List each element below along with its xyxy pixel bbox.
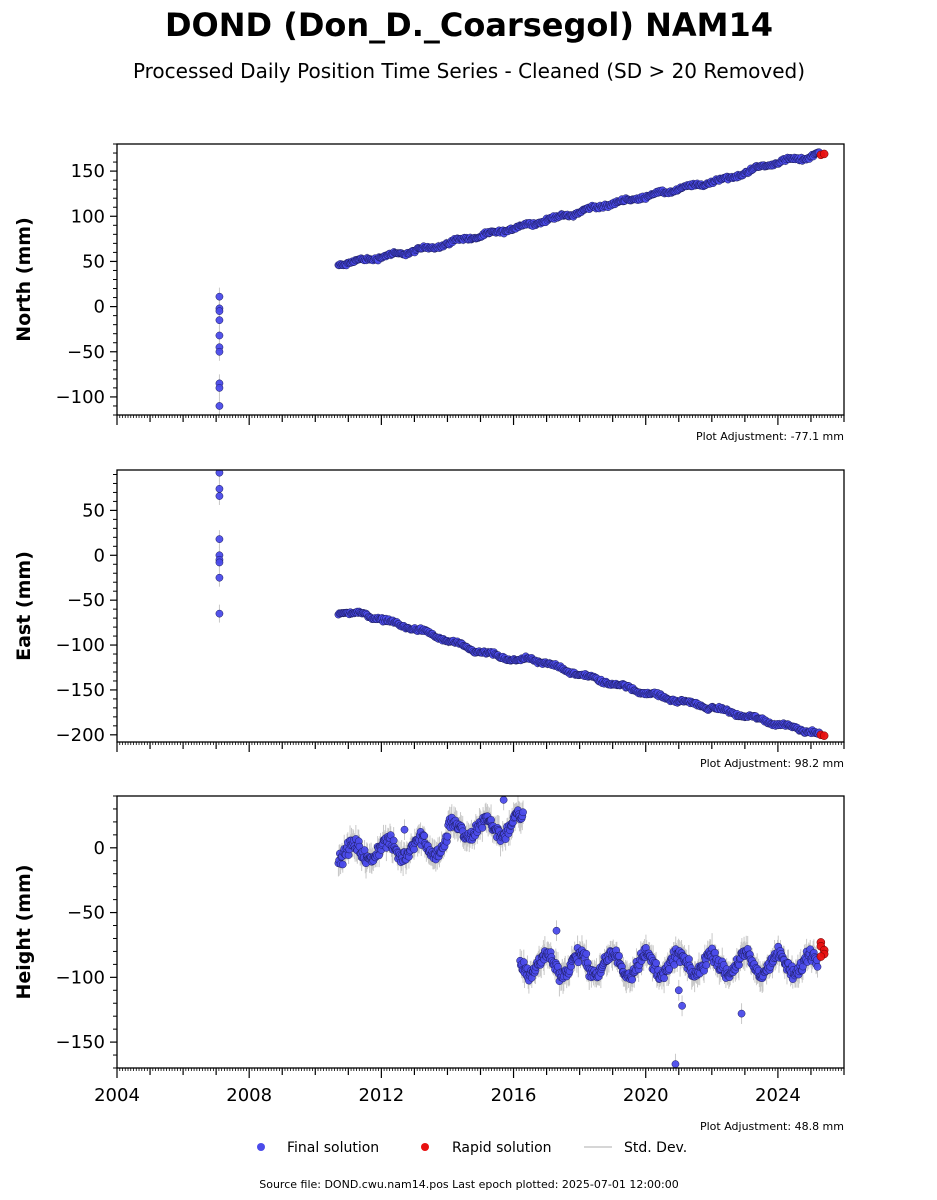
x-tick-label: 2024 xyxy=(755,1085,801,1106)
final-solution-point xyxy=(338,860,347,869)
y-tick-label: 150 xyxy=(71,161,105,182)
y-tick-label: −50 xyxy=(67,903,105,924)
x-tick-label: 2004 xyxy=(94,1085,140,1106)
final-solution-point xyxy=(813,962,822,971)
y-axis-label: Height (mm) xyxy=(13,864,35,999)
panel-height: 0 −50 −100 −150 2004 2008 2012 2016 2020 2024 Heig… xyxy=(13,795,845,1133)
final-solution-point xyxy=(671,1060,680,1068)
final-solution-point xyxy=(660,974,668,983)
legend-rapid-label: Rapid solution xyxy=(452,1140,552,1156)
final-solution-point xyxy=(574,958,583,967)
final-solution-point xyxy=(443,832,452,841)
final-solution-point xyxy=(215,292,224,301)
axes-frame xyxy=(116,469,845,743)
final-solution-point xyxy=(215,470,224,477)
rapid-solution-point xyxy=(816,952,826,961)
final-solution-point xyxy=(702,961,711,969)
y-axis-label: North (mm) xyxy=(13,217,35,342)
final-solution-point xyxy=(215,316,224,324)
legend-final-marker xyxy=(257,1143,265,1151)
final-solution-point xyxy=(215,492,224,500)
final-solution-point xyxy=(499,796,508,804)
y-tick-label: 50 xyxy=(82,500,105,521)
final-solution-point xyxy=(360,846,369,854)
legend: Final solution Rapid solution Std. Dev. xyxy=(257,1140,687,1156)
panel-north: 150 100 50 0 −50 −100 North (mm) Plot Adjustmen… xyxy=(13,143,845,443)
final-solution-point xyxy=(215,307,224,315)
final-solution-point xyxy=(519,808,527,817)
final-solution-point xyxy=(215,485,224,493)
final-solution-point xyxy=(215,347,224,356)
y-tick-label: −200 xyxy=(56,725,105,746)
y-tick-label: 50 xyxy=(82,251,105,272)
final-solution-point xyxy=(652,959,660,967)
data-layer xyxy=(215,148,829,415)
x-tick-label: 2016 xyxy=(491,1085,537,1106)
plot-adjustment-label: Plot Adjustment: -77.1 mm xyxy=(696,430,844,443)
y-tick-label: 0 xyxy=(94,838,105,859)
panels: 150 100 50 0 −50 −100 North (mm) Plot Adjustmen… xyxy=(13,143,845,1133)
final-solution-point xyxy=(215,384,224,392)
final-solution-point xyxy=(615,952,623,960)
final-solution-point xyxy=(678,1001,686,1010)
final-solution-point xyxy=(478,824,487,832)
y-axis-label: East (mm) xyxy=(13,551,35,661)
legend-final-label: Final solution xyxy=(287,1140,379,1156)
final-solution-point xyxy=(552,926,561,935)
final-solution-point xyxy=(215,402,224,410)
y-tick-label: −150 xyxy=(56,1032,105,1053)
rapid-solution-point xyxy=(819,731,829,740)
axes-frame xyxy=(116,143,845,416)
final-solution-point xyxy=(684,955,693,963)
final-solution-point xyxy=(215,535,224,543)
final-solution-point xyxy=(215,331,224,340)
panel-east: 50 0 −50 −100 −150 −200 East (mm) Plot Adjustme… xyxy=(13,469,845,770)
y-tick-label: −100 xyxy=(56,635,105,656)
chart-title: DOND (Don_D._Coarsegol) NAM14 xyxy=(165,6,773,44)
x-tick-label: 2020 xyxy=(623,1085,669,1106)
source-file-text: Source file: DOND.cwu.nam14.pos Last epo… xyxy=(259,1178,679,1191)
y-tick-label: 0 xyxy=(94,297,105,318)
y-tick-label: −50 xyxy=(67,590,105,611)
final-solution-point xyxy=(582,949,591,958)
y-tick-label: 100 xyxy=(71,206,105,227)
plot-adjustment-label: Plot Adjustment: 98.2 mm xyxy=(700,757,844,770)
final-solution-point xyxy=(215,609,224,618)
plot-adjustment-label: Plot Adjustment: 48.8 mm xyxy=(700,1120,844,1133)
x-tick-label: 2008 xyxy=(226,1085,272,1106)
final-solution-point xyxy=(389,836,398,845)
final-solution-point xyxy=(215,558,224,567)
y-tick-label: −100 xyxy=(56,967,105,988)
y-tick-label: −150 xyxy=(56,680,105,701)
y-tick-label: −100 xyxy=(56,387,105,408)
legend-std-label: Std. Dev. xyxy=(624,1140,687,1156)
legend-rapid-marker xyxy=(421,1143,429,1151)
y-tick-label: 0 xyxy=(94,545,105,566)
final-solution-point xyxy=(420,831,429,840)
data-layer xyxy=(215,470,829,740)
rapid-solution-point xyxy=(819,149,829,159)
chart-subtitle: Processed Daily Position Time Series - C… xyxy=(133,59,805,83)
x-tick-label: 2012 xyxy=(358,1085,404,1106)
final-solution-point xyxy=(737,1009,746,1018)
final-solution-point xyxy=(410,845,418,854)
final-solution-point xyxy=(215,573,224,582)
final-solution-point xyxy=(628,975,636,984)
final-solution-point xyxy=(400,825,409,834)
y-tick-label: −50 xyxy=(67,342,105,363)
final-solution-point xyxy=(674,986,683,995)
data-layer xyxy=(334,796,829,1068)
